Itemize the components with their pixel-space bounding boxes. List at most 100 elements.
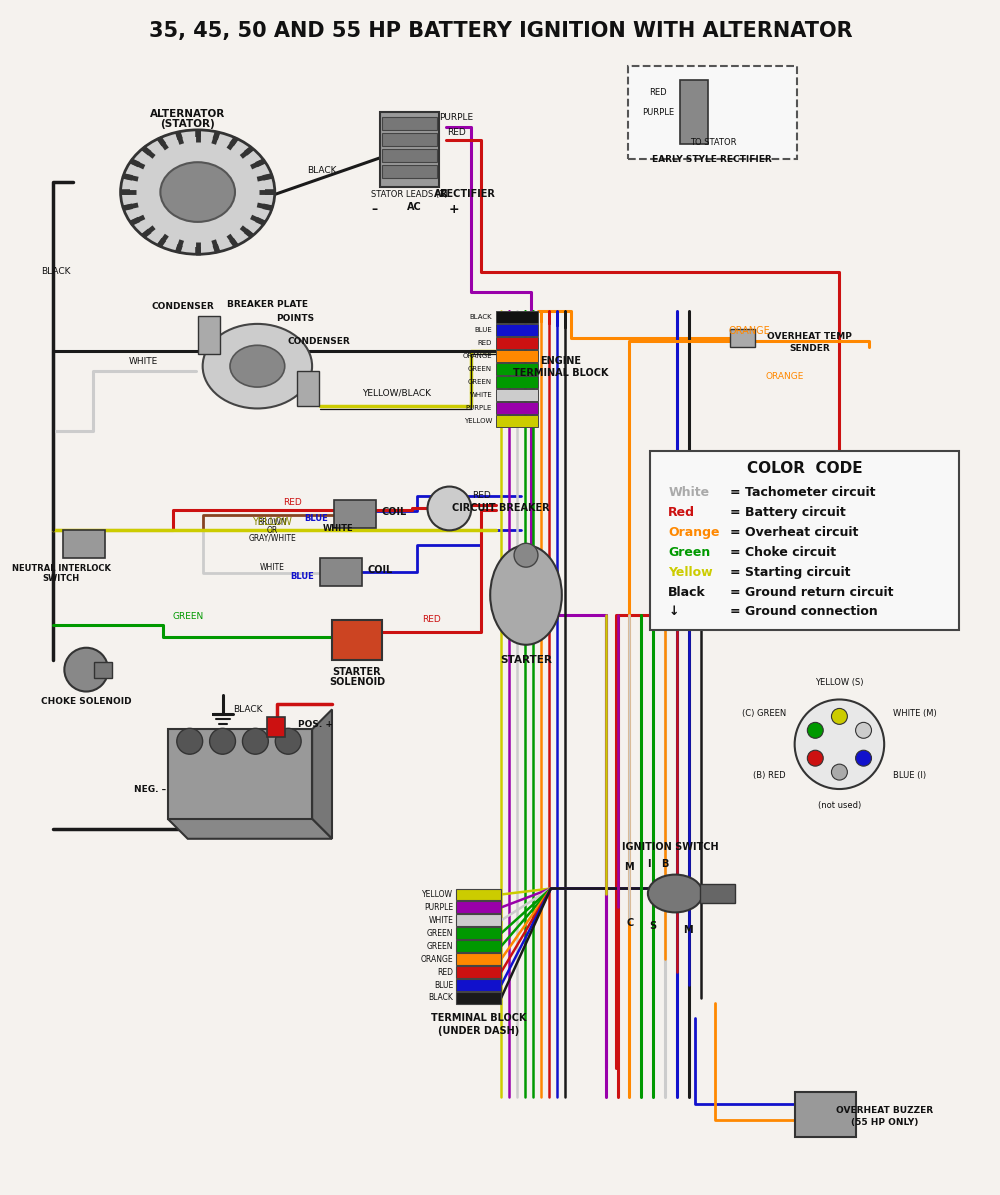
Circle shape bbox=[177, 728, 203, 754]
Text: GREEN: GREEN bbox=[427, 942, 453, 951]
FancyBboxPatch shape bbox=[456, 954, 501, 966]
Text: BLACK: BLACK bbox=[429, 993, 453, 1003]
Circle shape bbox=[275, 728, 301, 754]
Text: = Tachometer circuit: = Tachometer circuit bbox=[730, 486, 875, 500]
Circle shape bbox=[514, 544, 538, 568]
FancyBboxPatch shape bbox=[382, 149, 437, 163]
Text: IGNITION SWITCH: IGNITION SWITCH bbox=[622, 841, 719, 852]
Text: ORANGE: ORANGE bbox=[766, 372, 804, 381]
Ellipse shape bbox=[121, 130, 275, 255]
Ellipse shape bbox=[203, 324, 312, 409]
Text: M: M bbox=[683, 925, 693, 936]
Text: RED: RED bbox=[472, 491, 491, 500]
Text: STARTER: STARTER bbox=[500, 655, 552, 664]
Text: WHITE: WHITE bbox=[323, 523, 353, 533]
Text: RED: RED bbox=[422, 615, 441, 624]
Text: POINTS: POINTS bbox=[276, 314, 314, 323]
FancyBboxPatch shape bbox=[382, 165, 437, 178]
Text: = Ground connection: = Ground connection bbox=[730, 606, 878, 619]
Text: BLACK: BLACK bbox=[233, 705, 262, 713]
Text: S: S bbox=[649, 921, 656, 931]
Text: WHITE (M): WHITE (M) bbox=[893, 709, 937, 718]
Text: Orange: Orange bbox=[668, 526, 720, 539]
Circle shape bbox=[795, 699, 884, 789]
Text: BLUE: BLUE bbox=[474, 327, 492, 333]
Text: (UNDER DASH): (UNDER DASH) bbox=[438, 1025, 519, 1036]
Text: BLUE (I): BLUE (I) bbox=[893, 771, 926, 779]
FancyBboxPatch shape bbox=[456, 914, 501, 926]
Text: ORANGE: ORANGE bbox=[729, 326, 771, 336]
Text: OVERHEAT BUZZER: OVERHEAT BUZZER bbox=[836, 1105, 933, 1115]
Text: POS. +: POS. + bbox=[298, 719, 333, 729]
Text: BLUE: BLUE bbox=[290, 571, 314, 581]
Text: BLACK: BLACK bbox=[41, 268, 71, 276]
Text: (STATOR): (STATOR) bbox=[160, 120, 215, 129]
Text: PURPLE: PURPLE bbox=[642, 108, 674, 117]
Text: Green: Green bbox=[668, 546, 711, 559]
FancyBboxPatch shape bbox=[456, 966, 501, 978]
Text: EARLY STYLE RECTIFIER: EARLY STYLE RECTIFIER bbox=[652, 154, 772, 164]
FancyBboxPatch shape bbox=[320, 558, 362, 586]
Text: WHITE: WHITE bbox=[429, 915, 453, 925]
Text: NEUTRAL INTERLOCK: NEUTRAL INTERLOCK bbox=[12, 564, 111, 572]
Text: ↓: ↓ bbox=[668, 606, 679, 619]
Text: STATOR LEADS (3): STATOR LEADS (3) bbox=[371, 190, 448, 198]
Text: RED: RED bbox=[437, 968, 453, 976]
Circle shape bbox=[428, 486, 471, 531]
Text: SENDER: SENDER bbox=[789, 344, 830, 353]
Text: ALTERNATOR: ALTERNATOR bbox=[150, 110, 225, 120]
Text: PURPLE: PURPLE bbox=[439, 114, 473, 122]
Text: YELLOW/BLACK: YELLOW/BLACK bbox=[362, 388, 431, 398]
Text: SOLENOID: SOLENOID bbox=[329, 676, 385, 687]
Text: RECTIFIER: RECTIFIER bbox=[439, 189, 495, 200]
FancyBboxPatch shape bbox=[63, 531, 105, 558]
FancyBboxPatch shape bbox=[332, 620, 382, 660]
Text: = Battery circuit: = Battery circuit bbox=[730, 505, 846, 519]
Circle shape bbox=[210, 728, 235, 754]
Text: PURPLE: PURPLE bbox=[424, 903, 453, 912]
FancyBboxPatch shape bbox=[730, 330, 755, 348]
Text: CONDENSER: CONDENSER bbox=[288, 337, 350, 345]
Text: M: M bbox=[624, 862, 633, 871]
FancyBboxPatch shape bbox=[496, 324, 538, 336]
FancyBboxPatch shape bbox=[496, 376, 538, 388]
Text: Black: Black bbox=[668, 586, 706, 599]
FancyBboxPatch shape bbox=[456, 927, 501, 939]
Text: = Ground return circuit: = Ground return circuit bbox=[730, 586, 893, 599]
Text: GREEN: GREEN bbox=[172, 612, 203, 621]
Text: NEG. –: NEG. – bbox=[134, 785, 166, 793]
Text: (55 HP ONLY): (55 HP ONLY) bbox=[851, 1117, 918, 1127]
Text: C: C bbox=[627, 918, 634, 929]
FancyBboxPatch shape bbox=[382, 134, 437, 146]
Text: OVERHEAT TEMP: OVERHEAT TEMP bbox=[767, 332, 852, 341]
Text: AC: AC bbox=[434, 189, 449, 200]
FancyBboxPatch shape bbox=[496, 363, 538, 375]
FancyBboxPatch shape bbox=[334, 501, 376, 528]
Text: (not used): (not used) bbox=[818, 802, 861, 810]
Text: COIL: COIL bbox=[367, 565, 392, 575]
Polygon shape bbox=[312, 710, 332, 839]
FancyBboxPatch shape bbox=[496, 402, 538, 413]
FancyBboxPatch shape bbox=[456, 901, 501, 913]
Text: TO STATOR: TO STATOR bbox=[690, 137, 736, 147]
Text: GREEN: GREEN bbox=[427, 929, 453, 938]
Ellipse shape bbox=[490, 545, 562, 645]
FancyBboxPatch shape bbox=[496, 312, 538, 324]
FancyBboxPatch shape bbox=[94, 662, 112, 678]
Text: COIL: COIL bbox=[381, 508, 406, 517]
Circle shape bbox=[856, 750, 872, 766]
Ellipse shape bbox=[648, 875, 703, 913]
FancyBboxPatch shape bbox=[496, 390, 538, 402]
Text: GRAY/WHITE: GRAY/WHITE bbox=[248, 534, 296, 543]
Text: GREEN: GREEN bbox=[468, 379, 492, 385]
FancyBboxPatch shape bbox=[650, 451, 959, 630]
FancyBboxPatch shape bbox=[456, 992, 501, 1004]
Text: White: White bbox=[668, 486, 709, 500]
FancyBboxPatch shape bbox=[496, 337, 538, 349]
Text: CIRCUIT BREAKER: CIRCUIT BREAKER bbox=[452, 503, 550, 514]
Text: RED: RED bbox=[447, 128, 466, 137]
Text: BLUE: BLUE bbox=[434, 981, 453, 989]
Text: RED: RED bbox=[478, 341, 492, 347]
Text: 35, 45, 50 AND 55 HP BATTERY IGNITION WITH ALTERNATOR: 35, 45, 50 AND 55 HP BATTERY IGNITION WI… bbox=[149, 20, 853, 41]
FancyBboxPatch shape bbox=[456, 940, 501, 952]
